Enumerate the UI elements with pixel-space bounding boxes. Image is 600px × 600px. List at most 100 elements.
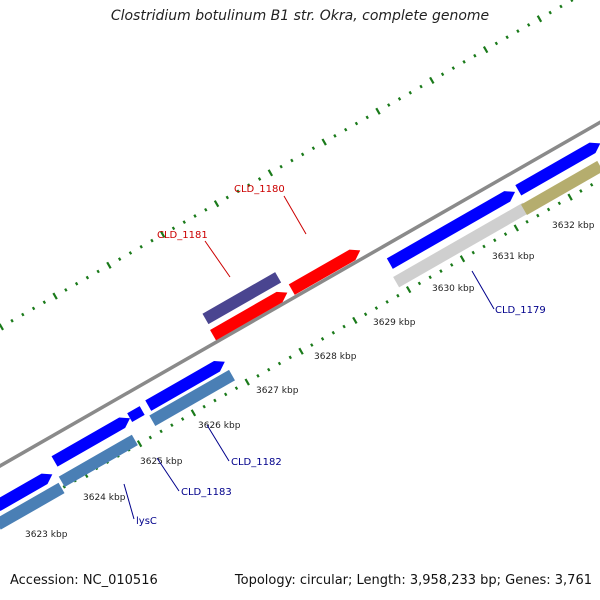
outer-tick: [387, 103, 391, 107]
inner-tick: [277, 361, 282, 366]
outer-tick: [473, 53, 477, 58]
outer-tick: [311, 146, 316, 151]
inner-tick: [513, 224, 519, 232]
inner-tick: [374, 306, 379, 310]
outer-tick: [10, 318, 14, 323]
inner-tick: [244, 378, 250, 386]
outer-tick: [536, 15, 543, 23]
inner-tick: [331, 330, 336, 335]
inner-tick: [320, 337, 325, 341]
outer-tick: [225, 195, 230, 200]
outer-tick: [354, 121, 359, 126]
inner-tick: [439, 269, 443, 273]
inner-tick: [202, 404, 206, 409]
outer-tick: [462, 60, 466, 64]
inner-tick: [342, 324, 346, 329]
rna-feature: [210, 291, 288, 341]
gene-label: CLD_1182: [231, 457, 282, 468]
dark-feature: [202, 272, 282, 325]
outer-tick: [344, 127, 348, 132]
tick-label: 3631 kbp: [492, 252, 535, 262]
backbone-line: [0, 120, 600, 468]
outer-tick: [494, 41, 499, 46]
gene-label-leader: [471, 270, 495, 310]
inner-tick: [546, 207, 551, 212]
tick-label: 3625 kbp: [140, 457, 183, 467]
outer-tick: [526, 23, 531, 27]
tick-label: 3627 kbp: [256, 386, 299, 396]
outer-tick: [213, 200, 220, 208]
inner-tick: [298, 347, 304, 355]
inner-tick: [536, 213, 540, 218]
inner-tick: [459, 255, 466, 263]
tick-label: 3630 kbp: [432, 284, 475, 294]
rna-feature: [288, 249, 361, 295]
inner-tick: [450, 263, 454, 267]
cds-forward: [0, 473, 53, 512]
outer-tick: [429, 76, 435, 84]
outer-tick: [204, 207, 208, 212]
outer-tick: [397, 97, 402, 101]
outer-tick: [128, 251, 133, 255]
gene-label-leader: [123, 483, 135, 520]
outer-tick: [52, 292, 58, 300]
tick-label: 3629 kbp: [373, 318, 416, 328]
inner-tick: [180, 417, 185, 421]
outer-tick: [321, 138, 327, 146]
cds-reverse: [149, 369, 235, 426]
cds-reverse: [0, 482, 65, 530]
inner-tick: [267, 367, 271, 372]
outer-tick: [559, 4, 563, 9]
outer-tick: [482, 45, 489, 54]
outer-tick: [96, 269, 100, 274]
outer-tick: [42, 300, 47, 305]
outer-tick: [516, 29, 520, 33]
tick-label: 3623 kbp: [25, 530, 68, 540]
outer-tick: [451, 66, 456, 70]
gene-label: CLD_1179: [495, 305, 546, 316]
outer-tick: [365, 115, 369, 120]
outer-tick: [247, 183, 251, 188]
inner-tick: [363, 312, 368, 317]
inner-tick: [405, 286, 412, 294]
gene-labels: CLD_1180 CLD_1181 CLD_1179 CLD_1182 CLD_1183…: [123, 184, 546, 527]
outer-tick: [300, 152, 305, 157]
outer-tick: [267, 169, 274, 177]
outer-tick: [333, 134, 337, 138]
outer-tick: [570, 0, 574, 3]
gene-label: lysC: [136, 516, 157, 527]
outer-tick: [193, 214, 197, 218]
olive-feature: [520, 160, 600, 215]
inner-tick: [579, 189, 583, 193]
gene-label-leader: [156, 457, 180, 492]
topology-summary: Topology: circular; Length: 3,958,233 bp…: [234, 573, 592, 588]
gene-label: CLD_1180: [234, 184, 285, 195]
tick-label: 3626 kbp: [198, 421, 241, 431]
inner-tick: [310, 343, 314, 347]
gene-label-leader: [204, 240, 231, 278]
outer-tick: [171, 226, 176, 231]
inner-tick: [136, 440, 143, 448]
outer-tick: [85, 275, 90, 280]
outer-tick: [150, 238, 154, 243]
inner-tick: [385, 300, 389, 304]
outer-tick: [64, 288, 68, 292]
inner-tick: [396, 293, 400, 298]
outer-tick: [160, 230, 166, 239]
outer-tick-marks: [0, 0, 574, 331]
outer-tick: [182, 220, 186, 224]
cds-reverse: [58, 434, 138, 488]
inner-tick: [482, 244, 486, 249]
inner-tick: [256, 374, 260, 378]
inner-tick: [213, 398, 217, 403]
cds-forward: [51, 417, 131, 467]
cds-forward: [386, 191, 516, 269]
outer-tick: [236, 189, 240, 194]
outer-tick: [257, 177, 262, 181]
inner-tick: [148, 435, 153, 440]
inner-tick: [417, 281, 422, 286]
outer-tick: [548, 10, 552, 15]
gene-label-leader: [206, 424, 230, 462]
grey-feature: [393, 202, 529, 288]
